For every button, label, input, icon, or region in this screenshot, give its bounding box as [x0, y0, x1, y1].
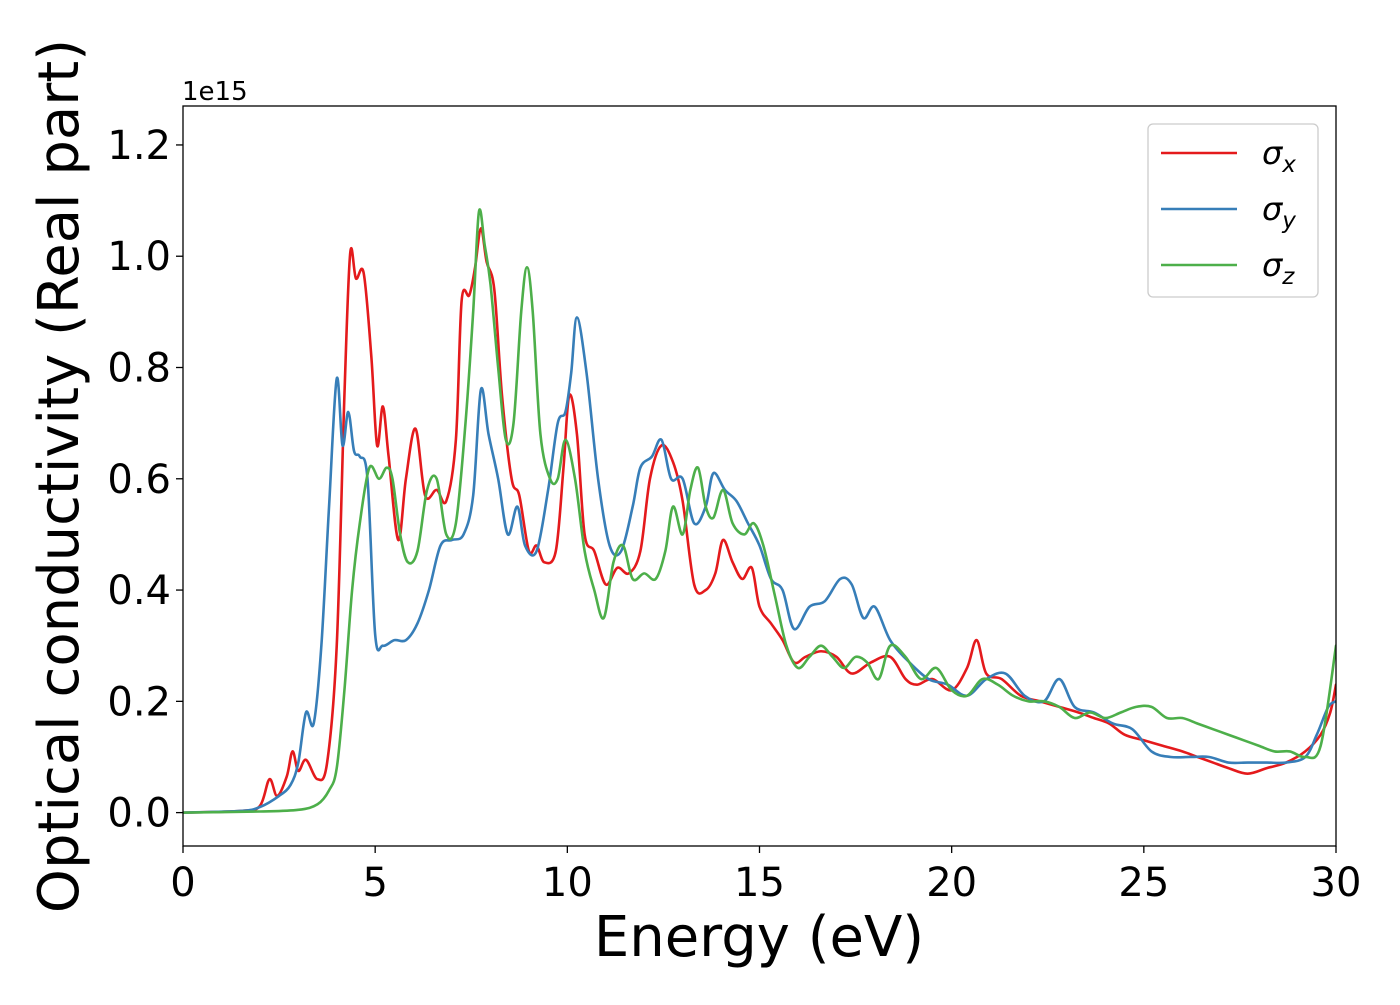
y-axis-label: Optical conductivity (Real part)	[27, 39, 92, 913]
y-tick-label: 0.0	[107, 791, 171, 837]
y-axis-offset-label: 1e15	[182, 77, 248, 107]
series-line-sigma-z	[183, 208, 1336, 814]
legend-label-sigma-x: σx	[1262, 134, 1296, 178]
legend-symbol: σ	[1262, 190, 1284, 228]
series-layer	[183, 208, 1336, 814]
legend-subscript: z	[1281, 264, 1295, 290]
legend-box	[1147, 123, 1319, 298]
y-tick-label: 0.8	[107, 346, 171, 392]
y-tick-label: 1.0	[107, 234, 171, 280]
x-tick-label: 25	[1118, 860, 1169, 906]
x-tick-label: 5	[362, 860, 387, 906]
legend-label-sigma-y: σy	[1262, 190, 1296, 234]
x-axis: 0 5 10 15 20 25 30	[170, 846, 1361, 906]
y-axis: 0.0 0.2 0.4 0.6 0.8 1.0 1.2	[107, 123, 183, 837]
legend-symbol: σ	[1262, 134, 1284, 172]
y-tick-label: 0.4	[107, 568, 171, 614]
x-tick-label: 30	[1311, 860, 1362, 906]
y-tick-label: 0.2	[107, 679, 171, 725]
y-tick-label: 0.6	[107, 457, 171, 503]
legend-subscript: y	[1281, 208, 1296, 234]
x-tick-label: 0	[170, 860, 195, 906]
y-tick-label: 1.2	[107, 123, 171, 169]
x-axis-label: Energy (eV)	[594, 905, 924, 970]
legend-label-sigma-z: σz	[1262, 246, 1295, 290]
series-line-sigma-y	[183, 316, 1336, 814]
legend-symbol: σ	[1262, 246, 1284, 284]
x-tick-label: 15	[734, 860, 785, 906]
legend-subscript: x	[1281, 152, 1296, 178]
x-tick-label: 10	[542, 860, 593, 906]
x-tick-label: 20	[926, 860, 977, 906]
